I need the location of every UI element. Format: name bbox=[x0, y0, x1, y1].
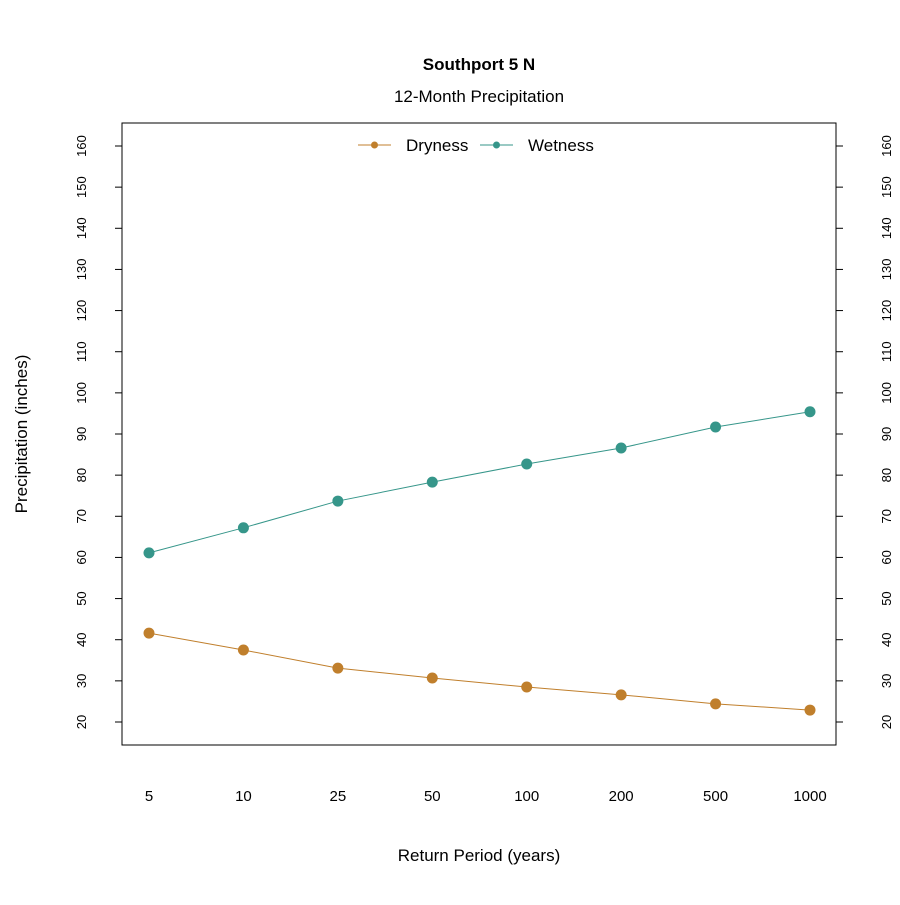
data-point-wetness bbox=[237, 522, 249, 534]
legend: Dryness Wetness bbox=[358, 136, 594, 155]
y-tick-label-left: 120 bbox=[74, 300, 89, 322]
y-tick-label-right: 120 bbox=[879, 300, 894, 322]
data-point-dryness bbox=[237, 644, 249, 656]
data-point-dryness bbox=[143, 627, 155, 639]
x-tick-label: 500 bbox=[703, 788, 728, 805]
data-point-dryness bbox=[615, 689, 627, 701]
y-tick-label-left: 110 bbox=[74, 341, 89, 362]
y-tick-label-left: 50 bbox=[74, 591, 89, 605]
y-tick-label-right: 50 bbox=[879, 591, 894, 605]
y-tick-label-right: 100 bbox=[879, 382, 894, 404]
data-point-dryness bbox=[332, 662, 344, 674]
y-tick-label-left: 30 bbox=[74, 674, 89, 688]
x-tick-label: 100 bbox=[514, 788, 539, 805]
x-tick-label: 50 bbox=[424, 788, 441, 805]
data-point-wetness bbox=[426, 476, 438, 488]
chart-title: Southport 5 N bbox=[423, 55, 535, 74]
y-tick-label-left: 130 bbox=[74, 259, 89, 281]
y-tick-label-right: 40 bbox=[879, 632, 894, 646]
y-tick-label-left: 90 bbox=[74, 427, 89, 441]
y-tick-label-right: 70 bbox=[879, 509, 894, 523]
data-point-dryness bbox=[710, 698, 722, 710]
x-tick-label: 10 bbox=[235, 788, 252, 805]
series-line-dryness bbox=[148, 632, 811, 711]
y-tick-label-right: 30 bbox=[879, 674, 894, 688]
y-tick-label-left: 80 bbox=[74, 468, 89, 482]
x-tick-label: 5 bbox=[145, 788, 153, 805]
y-tick-label-left: 160 bbox=[74, 135, 89, 157]
data-point-wetness bbox=[143, 547, 155, 559]
legend-label-dryness: Dryness bbox=[406, 136, 468, 155]
x-axis-label: Return Period (years) bbox=[398, 846, 561, 865]
data-point-wetness bbox=[804, 406, 816, 418]
y-tick-label-right: 160 bbox=[879, 135, 894, 157]
data-point-wetness bbox=[332, 495, 344, 507]
y-tick-label-left: 150 bbox=[74, 176, 89, 198]
y-tick-label-left: 20 bbox=[74, 715, 89, 729]
y-tick-label-right: 130 bbox=[879, 259, 894, 281]
y-tick-label-right: 20 bbox=[879, 715, 894, 729]
data-point-dryness bbox=[426, 672, 438, 684]
data-point-wetness bbox=[615, 442, 627, 454]
chart-subtitle: 12-Month Precipitation bbox=[394, 87, 564, 106]
series-line-wetness bbox=[148, 411, 811, 554]
y-tick-label-right: 110 bbox=[879, 341, 894, 362]
y-tick-label-right: 90 bbox=[879, 427, 894, 441]
y-tick-label-left: 70 bbox=[74, 509, 89, 523]
data-point-wetness bbox=[521, 458, 533, 470]
legend-marker-wetness bbox=[493, 141, 500, 149]
y-axis-label: Precipitation (inches) bbox=[12, 355, 31, 514]
legend-marker-dryness bbox=[371, 141, 378, 149]
y-tick-label-left: 40 bbox=[74, 632, 89, 646]
x-tick-label: 25 bbox=[330, 788, 347, 805]
x-tick-label: 200 bbox=[609, 788, 634, 805]
data-point-dryness bbox=[521, 681, 533, 693]
y-tick-label-right: 60 bbox=[879, 550, 894, 564]
y-tick-label-left: 140 bbox=[74, 217, 89, 239]
y-tick-label-right: 150 bbox=[879, 176, 894, 198]
legend-label-wetness: Wetness bbox=[528, 136, 594, 155]
y-tick-label-right: 140 bbox=[879, 217, 894, 239]
y-tick-label-left: 60 bbox=[74, 550, 89, 564]
plot-frame bbox=[121, 122, 837, 746]
data-point-wetness bbox=[710, 421, 722, 433]
y-tick-label-right: 80 bbox=[879, 468, 894, 482]
data-point-dryness bbox=[804, 704, 816, 716]
y-tick-label-left: 100 bbox=[74, 382, 89, 404]
x-tick-label: 1000 bbox=[793, 788, 826, 805]
